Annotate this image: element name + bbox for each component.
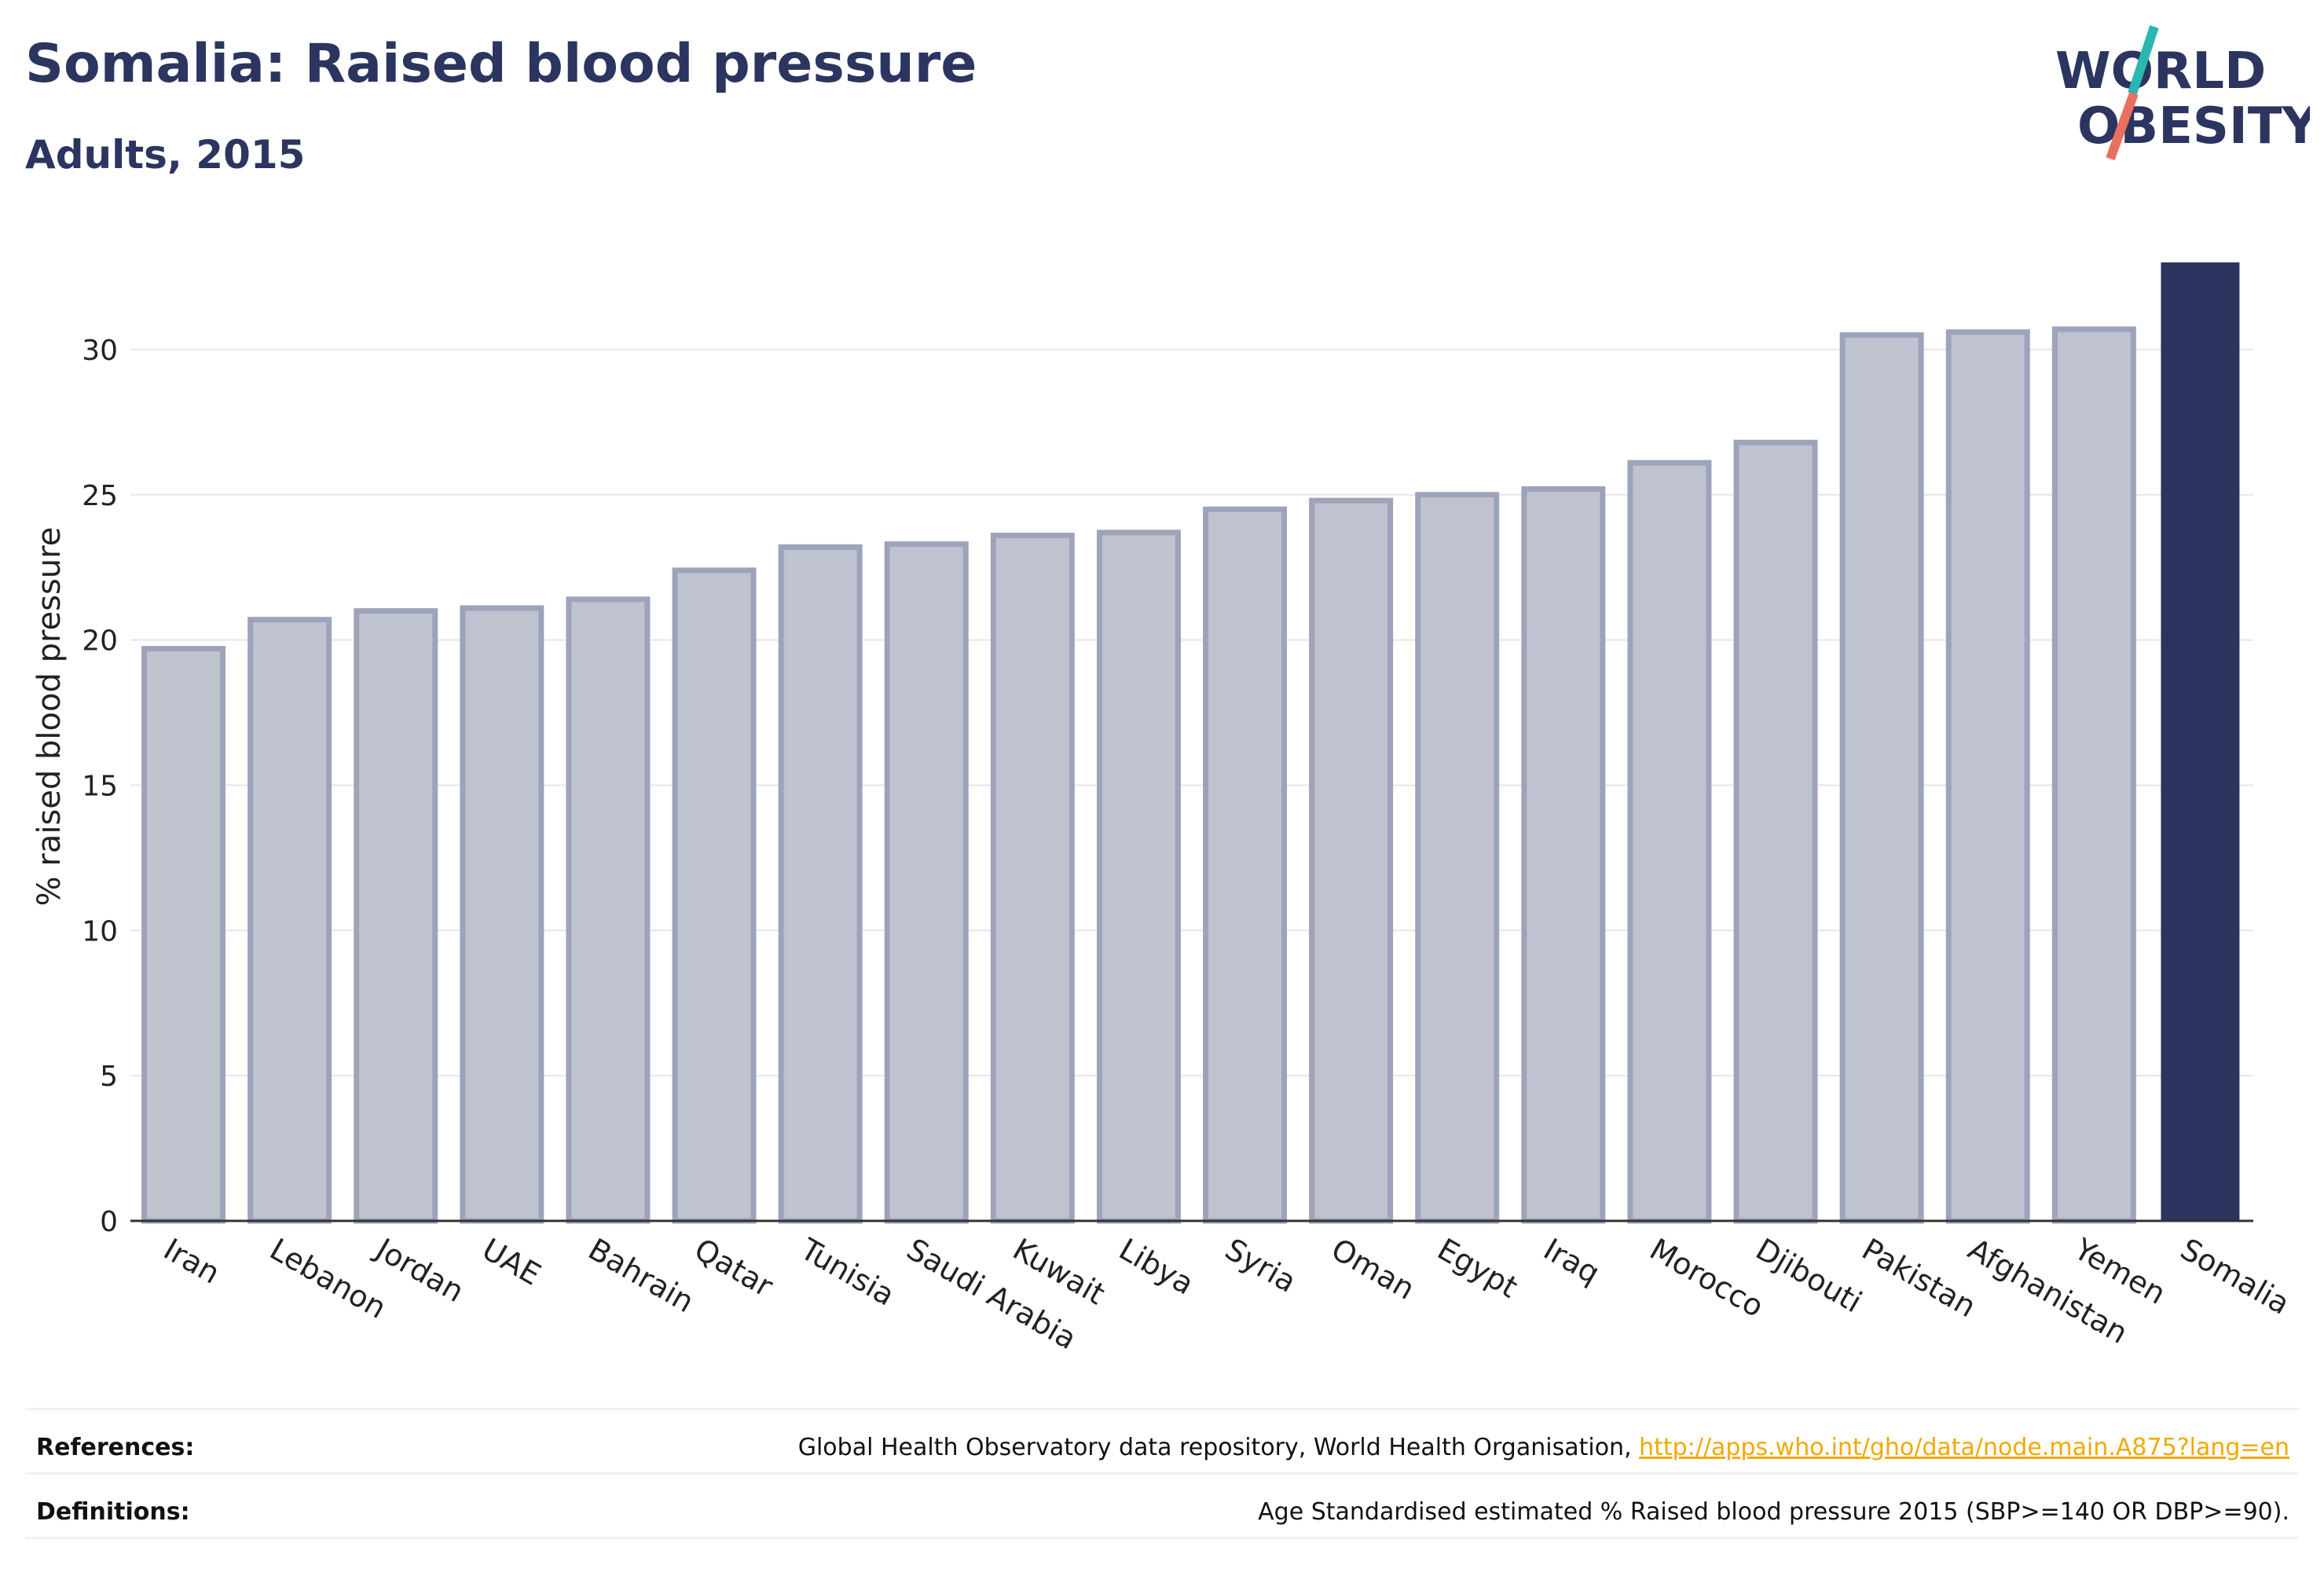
bar-qatar: [672, 567, 757, 1224]
bar-oman: [1309, 497, 1394, 1224]
x-tick-label: UAE: [476, 1232, 546, 1292]
bar-yemen: [2051, 326, 2136, 1224]
bar-somalia: [2161, 262, 2240, 1221]
references-link[interactable]: http://apps.who.int/gho/data/node.main.A…: [1639, 1433, 2289, 1461]
references-text: Global Health Observatory data repositor…: [797, 1433, 1640, 1461]
bar-syria: [1203, 506, 1288, 1224]
references-label: References:: [36, 1433, 195, 1461]
bar-kuwait: [990, 533, 1075, 1224]
world-obesity-logo: WORLD OBESITY: [2055, 25, 2310, 161]
bar-pakistan: [1839, 332, 1924, 1224]
bar-bahrain: [566, 596, 651, 1224]
x-tick-label: Syria: [1219, 1232, 1302, 1299]
bar-lebanon: [247, 617, 332, 1224]
logo-slash-coral: [2106, 91, 2139, 161]
bar-djibouti: [1733, 439, 1818, 1224]
bar-egypt: [1415, 492, 1500, 1224]
bar-tunisia: [778, 544, 863, 1224]
chart-subtitle: Adults, 2015: [25, 132, 306, 178]
gridlines: [130, 348, 2253, 1077]
y-tick-label: 0: [100, 1206, 118, 1238]
y-tick-label: 25: [82, 480, 118, 512]
x-tick-label: Tunisia: [794, 1231, 900, 1313]
x-tick-label: Oman: [1325, 1232, 1420, 1307]
y-axis-label: % raised blood pressure: [31, 527, 68, 907]
y-tick-label: 30: [82, 335, 118, 367]
bar-jordan: [354, 608, 438, 1224]
bar-afghanistan: [1945, 329, 2030, 1224]
x-tick-label: Pakistan: [1857, 1232, 1982, 1325]
y-tick-label: 20: [82, 625, 118, 658]
x-tick-label: Iraq: [1538, 1232, 1605, 1291]
x-tick-label: Egypt: [1431, 1232, 1523, 1305]
x-tick-label: Iran: [158, 1232, 225, 1291]
y-tick-label: 10: [82, 915, 118, 947]
definitions-label: Definitions:: [36, 1497, 190, 1526]
y-tick-label: 5: [100, 1061, 118, 1093]
chart-title: Somalia: Raised blood pressure: [25, 33, 977, 95]
y-tick-label: 15: [82, 770, 118, 802]
footer-divider-middle: [25, 1472, 2299, 1475]
x-tick-label: Djibouti: [1750, 1232, 1868, 1320]
references-value: Global Health Observatory data repositor…: [798, 1434, 2289, 1461]
footer-divider-bottom: [25, 1537, 2299, 1539]
definitions-value: Age Standardised estimated % Raised bloo…: [1258, 1497, 2289, 1526]
logo-slash-teal: [2128, 25, 2159, 95]
x-tick-label: Somalia: [2175, 1232, 2296, 1321]
bar-iraq: [1521, 486, 1606, 1224]
x-tick-label: Qatar: [689, 1232, 779, 1304]
bar-saudi-arabia: [884, 541, 969, 1224]
definitions-row: Definitions: Age Standardised estimated …: [36, 1480, 2289, 1543]
bar-iran: [141, 646, 226, 1224]
logo-line1: WORLD: [2055, 42, 2266, 101]
bar-libya: [1096, 530, 1181, 1224]
bars: [141, 262, 2240, 1224]
bar-morocco: [1627, 460, 1712, 1224]
x-tick-label: Libya: [1113, 1232, 1200, 1302]
footer-divider-top: [25, 1408, 2299, 1410]
x-tick-label: Lebanon: [264, 1232, 392, 1325]
bar-uae: [460, 605, 544, 1224]
x-tick-label: Bahrain: [582, 1232, 699, 1320]
references-row: References: Global Health Observatory da…: [36, 1416, 2289, 1479]
x-tick-label: Morocco: [1644, 1232, 1769, 1325]
